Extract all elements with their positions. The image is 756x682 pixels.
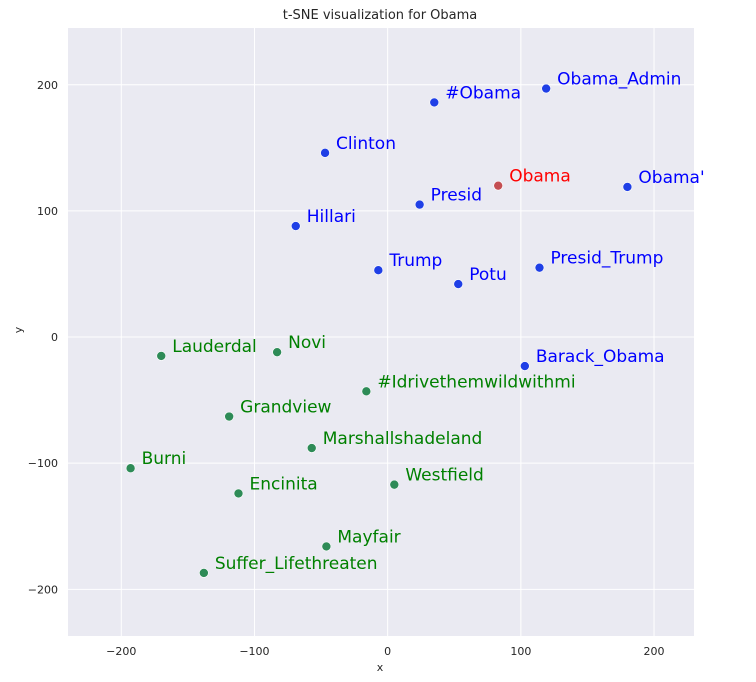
point-label: Encinita bbox=[249, 474, 317, 494]
point-label: Suffer_Lifethreaten bbox=[215, 554, 378, 574]
point-label: Presid bbox=[431, 186, 482, 206]
point-label: Westfield bbox=[405, 466, 483, 486]
point-label: Obama_Admin bbox=[557, 70, 681, 90]
point-similar: Potu bbox=[453, 265, 507, 289]
point-similar: Presid bbox=[414, 186, 482, 210]
point-label: Burni bbox=[142, 449, 187, 469]
y-axis-label: y bbox=[12, 326, 25, 333]
point-marker bbox=[156, 351, 167, 361]
point-label: Clinton bbox=[336, 134, 396, 154]
point-marker bbox=[622, 182, 633, 192]
point-label: #Obama bbox=[445, 83, 521, 103]
point-dissimilar: Burni bbox=[125, 449, 187, 474]
point-marker bbox=[321, 541, 332, 552]
y-tick-label: 100 bbox=[37, 205, 58, 218]
point-dissimilar: Grandview bbox=[224, 398, 332, 422]
point-label: Grandview bbox=[240, 398, 331, 418]
point-marker bbox=[493, 180, 504, 191]
point-similar: Presid_Trump bbox=[534, 249, 663, 273]
point-dissimilar: Lauderdal bbox=[156, 337, 257, 361]
x-tick-label: −200 bbox=[106, 645, 136, 658]
point-marker bbox=[541, 83, 551, 94]
point-label: Potu bbox=[469, 265, 507, 285]
point-similar: Barack_Obama bbox=[520, 347, 665, 371]
point-marker bbox=[320, 148, 330, 158]
point-dissimilar: Westfield bbox=[389, 466, 484, 490]
point-dissimilar: Mayfair bbox=[321, 527, 401, 552]
point-label: Obama' bbox=[638, 168, 704, 188]
y-tick-label: 200 bbox=[37, 79, 58, 92]
point-label: Trump bbox=[388, 251, 442, 271]
point-label: Obama bbox=[509, 167, 571, 187]
point-similar: Trump bbox=[373, 251, 442, 275]
point-marker bbox=[520, 361, 530, 371]
point-dissimilar: #Idrivethemwildwithmi bbox=[361, 372, 576, 397]
x-axis-ticks: −200 −100 0 100 200 bbox=[106, 645, 664, 658]
y-tick-label: 0 bbox=[51, 331, 58, 344]
point-similar: Clinton bbox=[320, 134, 396, 158]
point-label: Barack_Obama bbox=[536, 347, 665, 367]
point-similar: Obama_Admin bbox=[541, 70, 681, 94]
grid-lines bbox=[68, 28, 694, 636]
point-similar: Hillari bbox=[290, 207, 356, 231]
y-tick-label: −100 bbox=[28, 457, 58, 470]
point-label: Presid_Trump bbox=[550, 249, 663, 269]
point-label: Mayfair bbox=[337, 527, 400, 547]
x-axis-label: x bbox=[377, 661, 384, 674]
point-dissimilar: Marshallshadeland bbox=[306, 429, 483, 453]
point-query: Obama bbox=[493, 167, 571, 191]
point-marker bbox=[224, 411, 234, 422]
point-marker bbox=[125, 463, 136, 474]
point-marker bbox=[272, 347, 282, 357]
point-dissimilar: Novi bbox=[272, 333, 326, 357]
point-label: #Idrivethemwildwithmi bbox=[377, 372, 575, 392]
point-label: Lauderdal bbox=[172, 337, 257, 357]
y-axis-ticks: −200 −100 0 100 200 bbox=[28, 79, 58, 597]
chart-title: t-SNE visualization for Obama bbox=[283, 8, 478, 23]
point-marker bbox=[373, 265, 384, 275]
point-label: Marshallshadeland bbox=[323, 429, 483, 449]
x-tick-label: 0 bbox=[384, 645, 391, 658]
y-tick-label: −200 bbox=[28, 583, 58, 596]
point-marker bbox=[389, 479, 400, 490]
point-label: Novi bbox=[288, 333, 326, 353]
plot-area bbox=[68, 28, 694, 636]
x-tick-label: −100 bbox=[239, 645, 269, 658]
point-marker bbox=[361, 386, 372, 397]
point-marker bbox=[414, 199, 425, 210]
point-similar: Obama' bbox=[622, 168, 705, 192]
point-marker bbox=[534, 262, 545, 273]
point-marker bbox=[429, 97, 440, 108]
point-dissimilar: Encinita bbox=[233, 474, 318, 499]
point-marker bbox=[306, 443, 317, 453]
data-points: Obama Obama_Admin #Obama Clinton Obama' Presi… bbox=[125, 70, 705, 578]
point-label: Hillari bbox=[307, 207, 356, 227]
x-tick-label: 100 bbox=[510, 645, 531, 658]
x-tick-label: 200 bbox=[644, 645, 665, 658]
point-dissimilar: Suffer_Lifethreaten bbox=[199, 554, 378, 578]
point-similar: #Obama bbox=[429, 83, 521, 108]
point-marker bbox=[290, 221, 301, 231]
point-marker bbox=[453, 279, 464, 289]
point-marker bbox=[199, 568, 209, 578]
point-marker bbox=[233, 488, 244, 499]
